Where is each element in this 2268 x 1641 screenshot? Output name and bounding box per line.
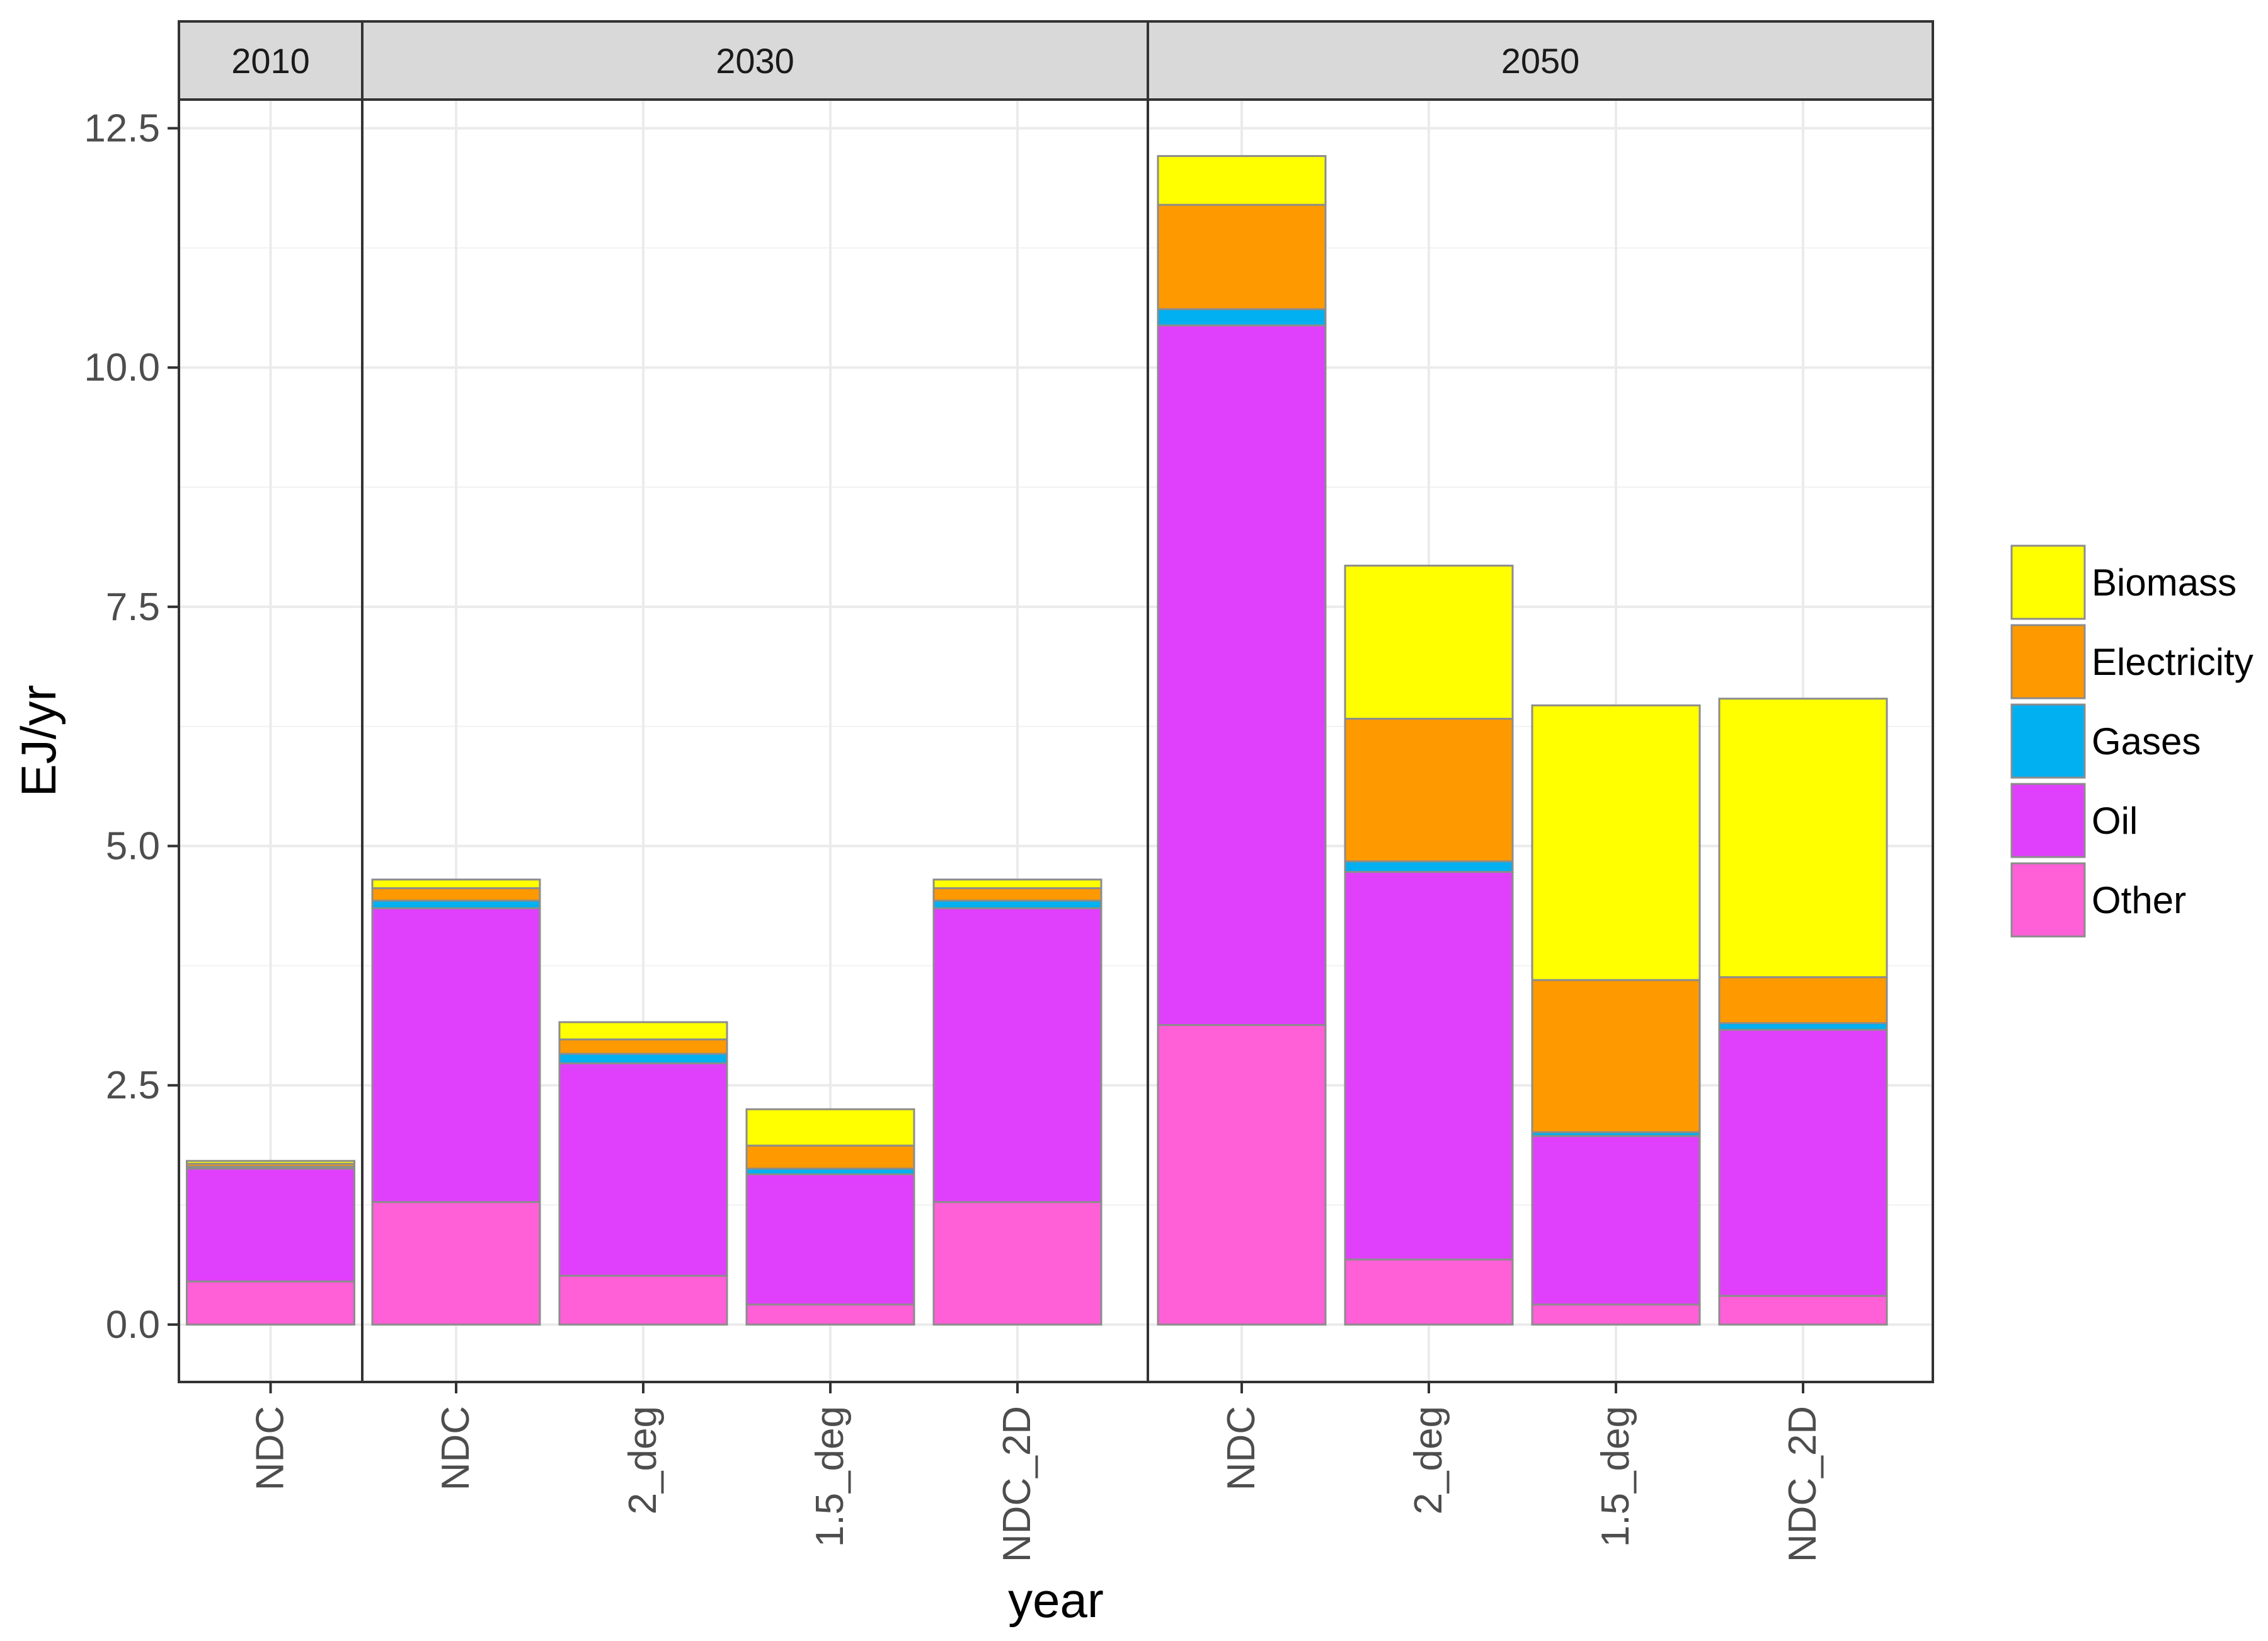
y-tick-label: 5.0 <box>106 825 160 868</box>
bar-segment-electricity <box>1531 979 1701 1134</box>
legend-label: Oil <box>2092 800 2138 842</box>
bar-segment-oil <box>932 907 1102 1203</box>
legend-label: Biomass <box>2092 561 2236 604</box>
panel-border <box>1147 98 1934 1383</box>
y-tick-label: 7.5 <box>106 585 160 629</box>
bar-segment-oil <box>1718 1028 1888 1297</box>
bar-segment-biomass <box>1344 565 1514 720</box>
bar-segment-electricity <box>745 1144 915 1170</box>
bar-segment-electricity <box>1344 718 1514 863</box>
y-tick-label: 0.0 <box>106 1303 160 1347</box>
x-tick-label: NDC_2D <box>995 1406 1039 1562</box>
bar-segment-gases <box>932 899 1102 909</box>
y-tick-label: 12.5 <box>84 107 160 151</box>
legend-swatch-other <box>2010 862 2086 938</box>
y-axis-title: EJ/yr <box>11 685 66 797</box>
bar-segment-other <box>1344 1258 1514 1326</box>
facet-strip <box>361 20 1149 101</box>
bar-segment-electricity <box>932 887 1102 902</box>
legend-label: Electricity <box>2092 641 2254 683</box>
bar-segment-electricity <box>1157 204 1327 311</box>
bar-segment-oil <box>371 907 541 1203</box>
facet-strip <box>1147 20 1934 101</box>
x-tick-label: 2_deg <box>1407 1406 1450 1514</box>
bar-segment-other <box>1718 1294 1888 1326</box>
bar-segment-biomass <box>1157 155 1327 206</box>
bar-segment-electricity <box>371 887 541 902</box>
bar-segment-oil <box>745 1173 915 1306</box>
bar-segment-gases <box>1157 308 1327 326</box>
bar-segment-other <box>1157 1024 1327 1326</box>
x-tick-label: NDC_2D <box>1781 1406 1824 1562</box>
legend-label: Other <box>2092 879 2186 921</box>
bar-segment-oil <box>1531 1135 1701 1306</box>
bar-segment-gases <box>1344 860 1514 873</box>
bar-segment-electricity <box>558 1038 728 1055</box>
bar-segment-gases <box>371 899 541 909</box>
facet-strip-label: 2030 <box>716 41 794 81</box>
x-tick-label: NDC <box>1220 1406 1263 1490</box>
x-tick-label: NDC <box>434 1406 478 1490</box>
x-tick-label: 1.5_deg <box>808 1406 852 1547</box>
legend-swatch-biomass <box>2010 544 2086 620</box>
facet-strip-label: 2050 <box>1501 41 1580 81</box>
bar-segment-other <box>1531 1303 1701 1326</box>
bar-segment-oil <box>1157 324 1327 1027</box>
facet-strip-label: 2010 <box>231 41 310 81</box>
bar-segment-biomass <box>745 1108 915 1147</box>
bar-segment-biomass <box>558 1021 728 1040</box>
bar-segment-other <box>371 1201 541 1326</box>
y-tick-label: 10.0 <box>84 346 160 389</box>
bar-segment-biomass <box>932 878 1102 889</box>
bar-segment-other <box>558 1274 728 1326</box>
bar-segment-oil <box>558 1062 728 1277</box>
bar-segment-electricity <box>1718 976 1888 1025</box>
x-axis-title: year <box>1008 1572 1104 1628</box>
x-tick-label: 2_deg <box>621 1406 665 1514</box>
legend-swatch-electricity <box>2010 624 2086 700</box>
bar-segment-biomass <box>1718 698 1888 979</box>
bar-segment-gases <box>1718 1022 1888 1031</box>
bar-segment-biomass <box>186 1160 355 1165</box>
y-tick-label: 2.5 <box>106 1064 160 1107</box>
bar-segment-biomass <box>371 878 541 889</box>
x-tick-label: NDC <box>249 1406 292 1490</box>
bar-segment-gases <box>558 1052 728 1064</box>
bar-segment-oil <box>1344 871 1514 1261</box>
legend-label: Gases <box>2092 720 2201 763</box>
bar-segment-other <box>932 1201 1102 1326</box>
legend-swatch-oil <box>2010 783 2086 858</box>
bar-segment-other <box>745 1303 915 1326</box>
bar-segment-oil <box>186 1167 355 1283</box>
bar-segment-other <box>186 1281 355 1326</box>
bar-segment-biomass <box>1531 704 1701 981</box>
legend-swatch-gases <box>2010 703 2086 779</box>
x-tick-label: 1.5_deg <box>1594 1406 1637 1547</box>
